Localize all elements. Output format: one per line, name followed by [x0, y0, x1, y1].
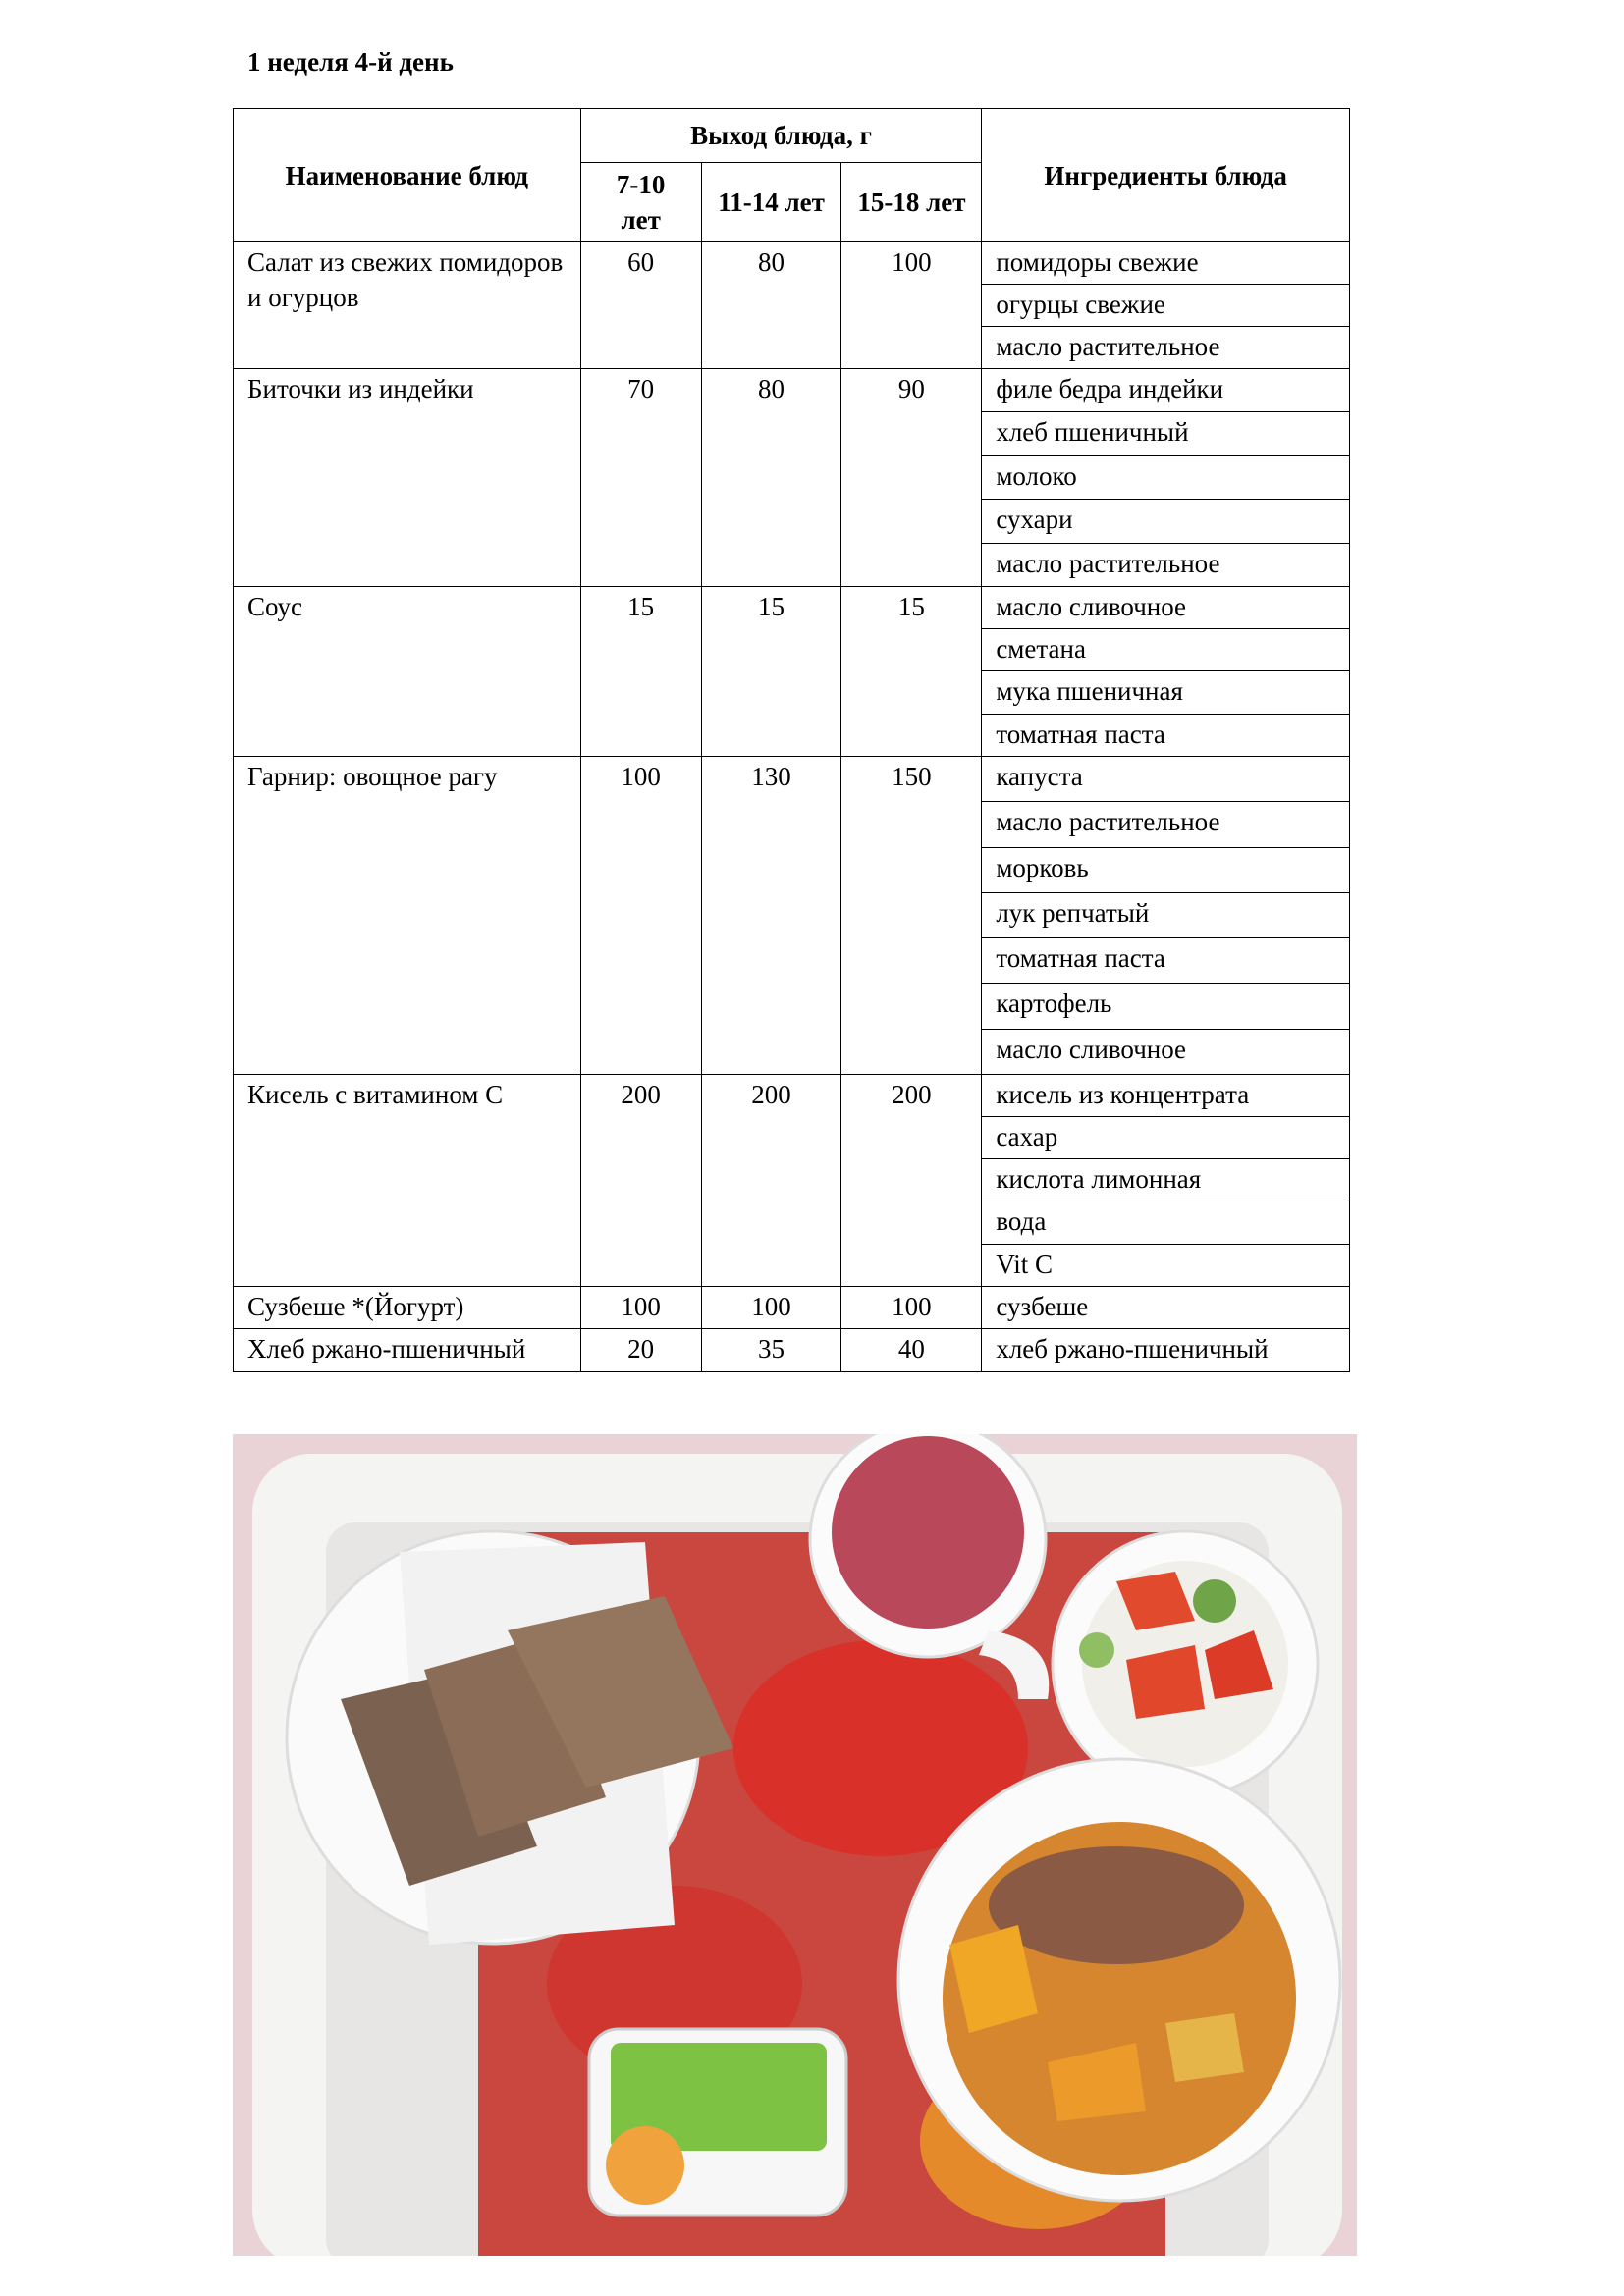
- ingredient: молоко: [981, 454, 1350, 501]
- dish-yield: 100: [579, 1285, 702, 1329]
- table-row: Биточки из индейки 70 80 90 филе бедра индей…: [233, 367, 1350, 587]
- dish-yield: 35: [700, 1327, 842, 1372]
- dish-yield: 20: [579, 1327, 702, 1372]
- dish-name: Хлеб ржано-пшеничный: [233, 1327, 581, 1372]
- dish-yield: 100: [700, 1285, 842, 1329]
- ingredient: сузбеше: [981, 1285, 1350, 1329]
- table-row: вода: [234, 1201, 1350, 1245]
- ingredient: капуста: [981, 755, 1350, 803]
- ingredient: филе бедра индейки: [981, 367, 1350, 413]
- table-row: хлеб пшеничный: [234, 411, 1350, 456]
- ingredient: масло сливочное: [981, 585, 1350, 630]
- ingredient: сахар: [981, 1116, 1350, 1160]
- dish-name: Биточки из индейки: [233, 368, 581, 587]
- ingredient: хлеб пшеничный: [981, 411, 1350, 456]
- ingredient: вода: [981, 1201, 1350, 1245]
- dish-yield: 40: [840, 1327, 983, 1372]
- ingredient: хлеб ржано-пшеничный: [981, 1327, 1350, 1372]
- ingredient: томатная паста: [981, 937, 1350, 985]
- menu-table: Наименование блюд Выход блюда, г Ингреди…: [233, 108, 1350, 1372]
- table-row: масло растительное: [234, 542, 1350, 587]
- dish-yield: 100: [840, 241, 983, 369]
- dish-yield: 130: [700, 755, 842, 1075]
- ingredient: масло растительное: [981, 542, 1350, 587]
- dish-yield: 15: [579, 585, 702, 757]
- title: 1 неделя 4-й день: [247, 47, 454, 77]
- table-row: морковь: [234, 846, 1350, 893]
- ingredient: мука пшеничная: [981, 670, 1350, 715]
- dish-name: Сузбеше *(Йогурт): [233, 1285, 581, 1329]
- table-row: масло растительное: [234, 801, 1350, 848]
- ingredient: масло растительное: [981, 326, 1350, 369]
- table-row: Салат из свежих помидоров и огурцов 60 80 1…: [233, 241, 1350, 369]
- table-row: масло растительное: [234, 326, 1350, 369]
- ingredient: масло сливочное: [981, 1028, 1350, 1075]
- meal-photo: [233, 1434, 1357, 2256]
- ingredient: лук репчатый: [981, 891, 1350, 939]
- ingredient: кислота лимонная: [981, 1158, 1350, 1202]
- dish-yield: 80: [700, 241, 842, 369]
- table-row: Сузбеше *(Йогурт) 100 100 100 сузбеше: [233, 1285, 1350, 1329]
- dish-yield: 70: [579, 368, 702, 587]
- dish-yield: 100: [840, 1285, 983, 1329]
- table-row: томатная паста: [234, 713, 1350, 757]
- dish-yield: 15: [840, 585, 983, 757]
- ingredient: картофель: [981, 983, 1350, 1030]
- dish-yield: 150: [840, 755, 983, 1075]
- dish-name: Гарнир: овощное рагу: [233, 755, 581, 1075]
- ingredient: сметана: [981, 628, 1350, 672]
- header-age: 7-10 лет: [579, 162, 702, 242]
- table-row: Хлеб ржано-пшеничный 20 35 40 хлеб ржано-пше…: [233, 1327, 1350, 1372]
- table-row: огурцы свежие: [234, 284, 1350, 327]
- ingredient: огурцы свежие: [981, 284, 1350, 327]
- dish-yield: 200: [579, 1073, 702, 1287]
- header-ingredients: Ингредиенты блюда: [981, 108, 1350, 242]
- dish-name: Салат из свежих помидоров и огурцов: [233, 241, 581, 369]
- dish-name: Соус: [233, 585, 581, 757]
- table-row: кислота лимонная: [234, 1158, 1350, 1202]
- dish-yield: 90: [840, 368, 983, 587]
- ingredient: Vit C: [981, 1243, 1350, 1287]
- ingredient: масло растительное: [981, 801, 1350, 848]
- header-yield: Выход блюда, г: [579, 108, 983, 163]
- table-row: масло сливочное: [234, 1028, 1350, 1075]
- header-age: 11-14 лет: [700, 162, 842, 242]
- dish-yield: 15: [700, 585, 842, 757]
- table-row: Vit C: [234, 1243, 1350, 1287]
- table-row: Гарнир: овощное рагу 100 130 150 капуста: [233, 755, 1350, 1075]
- table-row: Соус 15 15 15 масло сливочное: [233, 585, 1350, 757]
- table-row: Кисель с витамином С 200 200 200 кисель из к…: [233, 1073, 1350, 1287]
- ingredient: помидоры свежие: [981, 241, 1350, 285]
- dish-yield: 200: [840, 1073, 983, 1287]
- header-age: 15-18 лет: [840, 162, 983, 242]
- table-row: лук репчатый: [234, 891, 1350, 939]
- table-row: сметана: [234, 628, 1350, 672]
- ingredient: томатная паста: [981, 713, 1350, 757]
- dish-yield: 80: [700, 368, 842, 587]
- ingredient: сухари: [981, 499, 1350, 544]
- ingredient: морковь: [981, 846, 1350, 893]
- dish-yield: 60: [579, 241, 702, 369]
- table-row: мука пшеничная: [234, 670, 1350, 715]
- ingredient: кисель из концентрата: [981, 1073, 1350, 1118]
- dish-yield: 200: [700, 1073, 842, 1287]
- dish-yield: 100: [579, 755, 702, 1075]
- dish-name: Кисель с витамином С: [233, 1073, 581, 1287]
- header-dish: Наименование блюд: [233, 108, 581, 242]
